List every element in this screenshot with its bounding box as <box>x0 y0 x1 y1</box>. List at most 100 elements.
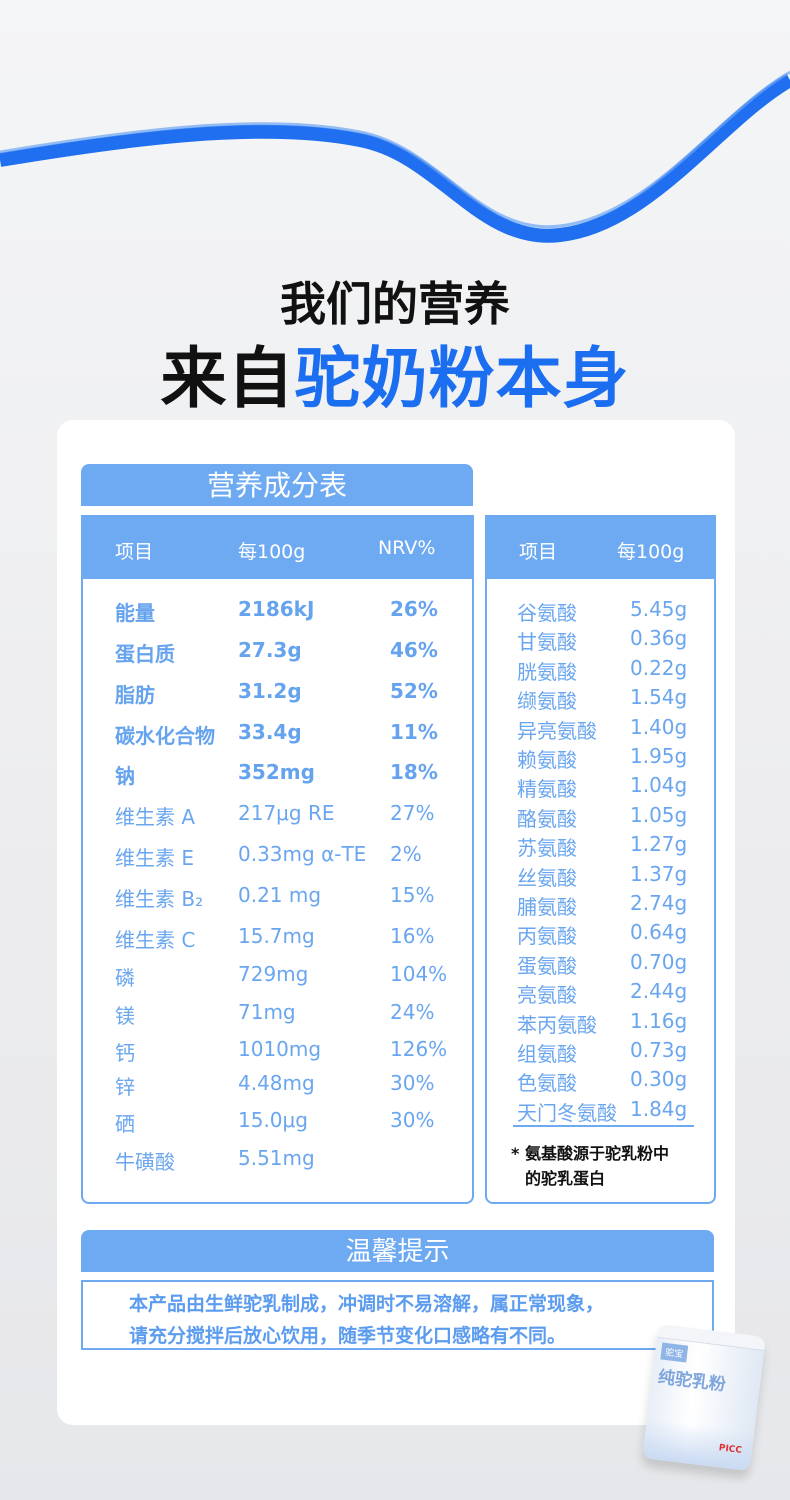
amino-value: 1.40g <box>630 714 688 739</box>
nutrition-nrv: 11% <box>390 720 438 744</box>
amino-note-line2: 的驼乳蛋白 <box>525 1169 606 1188</box>
nutrition-nrv: 30% <box>390 1108 435 1132</box>
amino-name: 色氨酸 <box>517 1071 577 1096</box>
headline-line2: 来自驼奶粉本身 <box>0 325 790 421</box>
amino-name: 蛋氨酸 <box>517 953 577 978</box>
nutrition-value: 2186kJ <box>238 597 315 621</box>
amino-value: 1.95g <box>630 744 688 768</box>
amino-value: 0.73g <box>630 1038 688 1062</box>
nutrition-nrv: 26% <box>390 597 438 621</box>
nutrition-item: 锌 <box>115 1075 135 1099</box>
nutrition-item: 维生素 C <box>115 928 196 952</box>
amino-value: 0.70g <box>630 949 688 974</box>
nutrition-nrv: 46% <box>390 638 438 662</box>
amino-value: 1.05g <box>630 802 688 827</box>
amino-value: 1.04g <box>630 773 688 798</box>
nutrition-item: 牛磺酸 <box>115 1150 175 1174</box>
header-nrv: NRV% <box>378 537 436 559</box>
nutrition-value: 1010mg <box>238 1037 322 1061</box>
nutrition-nrv: 24% <box>390 1000 435 1024</box>
nutrition-nrv: 126% <box>390 1037 448 1061</box>
amino-value: 0.22g <box>630 655 688 680</box>
nutrition-value: 31.2g <box>238 679 302 703</box>
amino-name: 谷氨酸 <box>517 601 577 625</box>
amino-name: 组氨酸 <box>517 1042 577 1066</box>
nutrition-value: 217μg RE <box>238 801 335 825</box>
amino-name: 赖氨酸 <box>517 748 577 772</box>
nutrition-value: 5.51mg <box>238 1146 315 1170</box>
nutrition-nrv: 27% <box>390 801 435 825</box>
nutrition-item: 脂肪 <box>115 683 155 707</box>
header-item: 项目 <box>115 541 154 563</box>
nutrition-item: 钙 <box>115 1041 135 1065</box>
amino-name: 苯丙氨酸 <box>517 1012 597 1037</box>
nutrition-value: 352mg <box>238 760 315 784</box>
amino-acid-table: 项目 每100g * 氨基酸源于驼乳粉中 的驼乳蛋白 谷氨酸 5.45g 甘氨酸 0.… <box>485 515 716 1204</box>
nutrition-item: 碳水化合物 <box>115 724 215 748</box>
nutrition-nrv: 2% <box>390 842 422 866</box>
amino-value: 2.44g <box>630 979 688 1004</box>
amino-name: 酪氨酸 <box>517 806 577 831</box>
nutrition-item: 钠 <box>115 764 135 788</box>
nutrition-value: 15.7mg <box>238 924 315 948</box>
headline-line1: 我们的营养 <box>280 277 510 331</box>
amino-name: 天门冬氨酸 <box>517 1100 617 1125</box>
amino-name: 丝氨酸 <box>517 865 577 890</box>
product-name: 纯驼乳粉 <box>656 1367 727 1396</box>
amino-value: 0.64g <box>630 920 688 945</box>
headline-highlight: 驼奶粉本身 <box>294 340 630 417</box>
nutrition-value: 15.0μg <box>238 1108 308 1132</box>
amino-name: 缬氨酸 <box>517 689 577 714</box>
nutrition-item: 磷 <box>115 966 135 990</box>
amino-value: 0.30g <box>630 1067 688 1092</box>
nutrition-value: 729mg <box>238 962 309 986</box>
amino-name: 精氨酸 <box>517 777 577 802</box>
nutrition-table-header: 项目 每100g NRV% <box>83 517 472 579</box>
product-brand: 驼宝 <box>660 1342 689 1363</box>
amino-name: 苏氨酸 <box>517 836 577 861</box>
amino-name: 甘氨酸 <box>517 630 577 655</box>
amino-value: 1.16g <box>630 1008 688 1033</box>
nutrition-item: 维生素 E <box>115 846 194 870</box>
amino-name: 脯氨酸 <box>517 895 577 919</box>
nutrition-nrv: 15% <box>390 883 435 907</box>
nutrition-item: 能量 <box>115 601 155 625</box>
amino-note-line1: * 氨基酸源于驼乳粉中 <box>511 1144 669 1163</box>
nutrition-item: 镁 <box>115 1004 135 1028</box>
amino-name: 丙氨酸 <box>517 924 577 949</box>
tips-line2: 请充分搅拌后放心饮用，随季节变化口感略有不同。 <box>129 1325 567 1347</box>
nutrition-value: 71mg <box>238 1000 296 1024</box>
nutrition-item: 蛋白质 <box>115 642 175 666</box>
divider <box>513 1125 694 1127</box>
header-per100g: 每100g <box>617 541 685 563</box>
amino-value: 0.36g <box>630 626 688 651</box>
nutrition-value: 0.33mg α-TE <box>238 842 367 866</box>
nutrition-value: 4.48mg <box>238 1071 315 1095</box>
nutrition-nrv: 30% <box>390 1071 435 1095</box>
amino-value: 1.27g <box>630 832 688 857</box>
nutrition-title: 营养成分表 <box>81 464 473 506</box>
amino-value: 1.37g <box>630 861 688 886</box>
tips-box: 本产品由生鲜驼乳制成，冲调时不易溶解，属正常现象， 请充分搅拌后放心饮用，随季节… <box>81 1280 714 1350</box>
nutrition-value: 27.3g <box>238 638 302 662</box>
amino-value: 1.84g <box>630 1096 688 1121</box>
product-can-image: 驼宝 纯驼乳粉 PICC <box>642 1323 766 1472</box>
amino-table-header: 项目 每100g <box>487 517 714 579</box>
nutrition-nrv: 104% <box>390 962 448 986</box>
nutrition-value: 0.21 mg <box>238 883 322 907</box>
tips-title: 温馨提示 <box>81 1230 714 1272</box>
amino-value: 2.74g <box>630 891 688 915</box>
nutrition-nrv: 16% <box>390 924 435 948</box>
amino-name: 异亮氨酸 <box>517 718 597 743</box>
nutrition-nrv: 18% <box>390 760 438 784</box>
header-per100g: 每100g <box>238 541 306 563</box>
headline-prefix: 来自 <box>160 340 295 417</box>
nutrition-value: 33.4g <box>238 720 302 744</box>
decorative-wave <box>0 70 790 243</box>
amino-value: 5.45g <box>630 597 688 621</box>
tips-line1: 本产品由生鲜驼乳制成，冲调时不易溶解，属正常现象， <box>129 1293 605 1315</box>
nutrition-table: 项目 每100g NRV% 能量 2186kJ 26% 蛋白质 27.3g 46% 脂肪 31… <box>81 515 474 1204</box>
amino-name: 胱氨酸 <box>517 659 577 684</box>
header-item: 项目 <box>519 541 558 563</box>
nutrition-item: 硒 <box>115 1112 135 1136</box>
